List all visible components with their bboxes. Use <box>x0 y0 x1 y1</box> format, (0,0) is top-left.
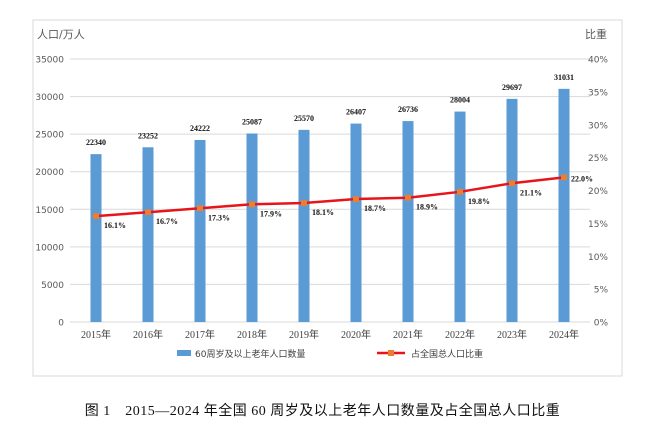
bar <box>298 129 310 322</box>
legend-line-label: 占全国总人口比重 <box>411 348 483 360</box>
line-marker <box>509 180 515 187</box>
bar <box>142 147 154 322</box>
series-line <box>95 176 565 218</box>
y-left-tick-label: 35000 <box>35 56 64 66</box>
x-tick-label: 2022年 <box>445 328 475 341</box>
bar-data-label: 26736 <box>398 105 418 114</box>
y-left-tick-label: 5000 <box>41 281 64 291</box>
x-tick-label: 2024年 <box>549 328 579 341</box>
y-left-tick-label: 0 <box>58 319 64 329</box>
bar-data-label: 23252 <box>138 131 158 140</box>
line-data-label: 18.1% <box>312 208 334 217</box>
legend: 60周岁及以上老年人口数量 占全国总人口比重 <box>177 348 483 360</box>
line-data-label: 22.0% <box>571 174 593 183</box>
figure-caption: 图 1 2015—2024 年全国 60 周岁及以上老年人口数量及占全国总人口比… <box>84 404 561 419</box>
bar-data-label: 25570 <box>294 114 314 123</box>
y-right-tick-label: 10% <box>588 253 608 263</box>
legend-line-marker <box>388 350 394 356</box>
line-data-label: 17.9% <box>260 209 282 218</box>
bar <box>558 88 570 322</box>
bar-data-label: 28004 <box>450 96 470 105</box>
line-marker <box>561 174 567 181</box>
line-marker <box>197 205 203 212</box>
line-data-label: 16.1% <box>104 221 126 230</box>
line-marker <box>145 209 151 216</box>
legend-bar-label: 60周岁及以上老年人口数量 <box>195 348 305 360</box>
y-axis-left-label: 人口/万人 <box>37 28 85 41</box>
y-right-tick-label: 40% <box>588 56 608 66</box>
y-left-tick-label: 20000 <box>35 168 64 178</box>
y-right-tick-label: 15% <box>588 220 608 230</box>
y-left-tick-label: 15000 <box>35 206 64 216</box>
bar-data-label: 31031 <box>554 73 574 82</box>
bar-data-label: 26407 <box>346 108 366 117</box>
y-right-tick-label: 30% <box>588 121 608 131</box>
line-data-label: 16.7% <box>156 217 178 226</box>
y-left-tick-label: 30000 <box>35 93 64 103</box>
bar-data-label: 29697 <box>502 83 522 92</box>
bar <box>454 111 466 322</box>
y-right-tick-label: 0% <box>594 319 609 329</box>
bar <box>90 154 102 322</box>
line-marker <box>93 213 99 220</box>
line-data-label: 17.3% <box>208 213 230 222</box>
x-tick-label: 2023年 <box>497 328 527 341</box>
y-axis-right-label: 比重 <box>585 27 607 41</box>
bar <box>402 121 414 323</box>
y-right-tick-label: 20% <box>588 187 608 197</box>
line-data-label: 18.7% <box>364 204 386 213</box>
chart-frame <box>32 19 623 377</box>
x-tick-label: 2021年 <box>393 328 423 341</box>
bar <box>350 123 362 323</box>
x-tick-label: 2017年 <box>185 328 215 341</box>
x-tick-label: 2019年 <box>289 328 319 341</box>
bar <box>246 133 258 322</box>
line-marker <box>353 196 359 203</box>
line-marker <box>457 188 463 195</box>
bar-data-label: 25087 <box>242 117 262 126</box>
line-marker <box>249 201 255 208</box>
bar-data-label: 24222 <box>190 124 210 133</box>
line-data-label: 19.8% <box>468 197 490 206</box>
y-right-tick-label: 25% <box>588 154 608 164</box>
bar-data-label: 22340 <box>86 138 106 147</box>
y-right-tick-label: 5% <box>594 286 609 296</box>
x-tick-label: 2016年 <box>133 328 163 341</box>
line-marker <box>301 199 307 206</box>
x-tick-label: 2018年 <box>237 328 267 341</box>
bar <box>194 139 206 322</box>
line-data-label: 21.1% <box>520 188 542 197</box>
y-right-tick-label: 35% <box>588 88 608 98</box>
legend-bar-swatch <box>177 350 191 356</box>
line-data-label: 18.9% <box>416 203 438 212</box>
x-tick-label: 2020年 <box>341 328 371 341</box>
y-left-tick-label: 10000 <box>35 243 64 253</box>
line-marker <box>405 194 411 201</box>
y-left-tick-label: 25000 <box>35 131 64 141</box>
bar <box>506 98 518 322</box>
x-tick-label: 2015年 <box>81 328 111 341</box>
